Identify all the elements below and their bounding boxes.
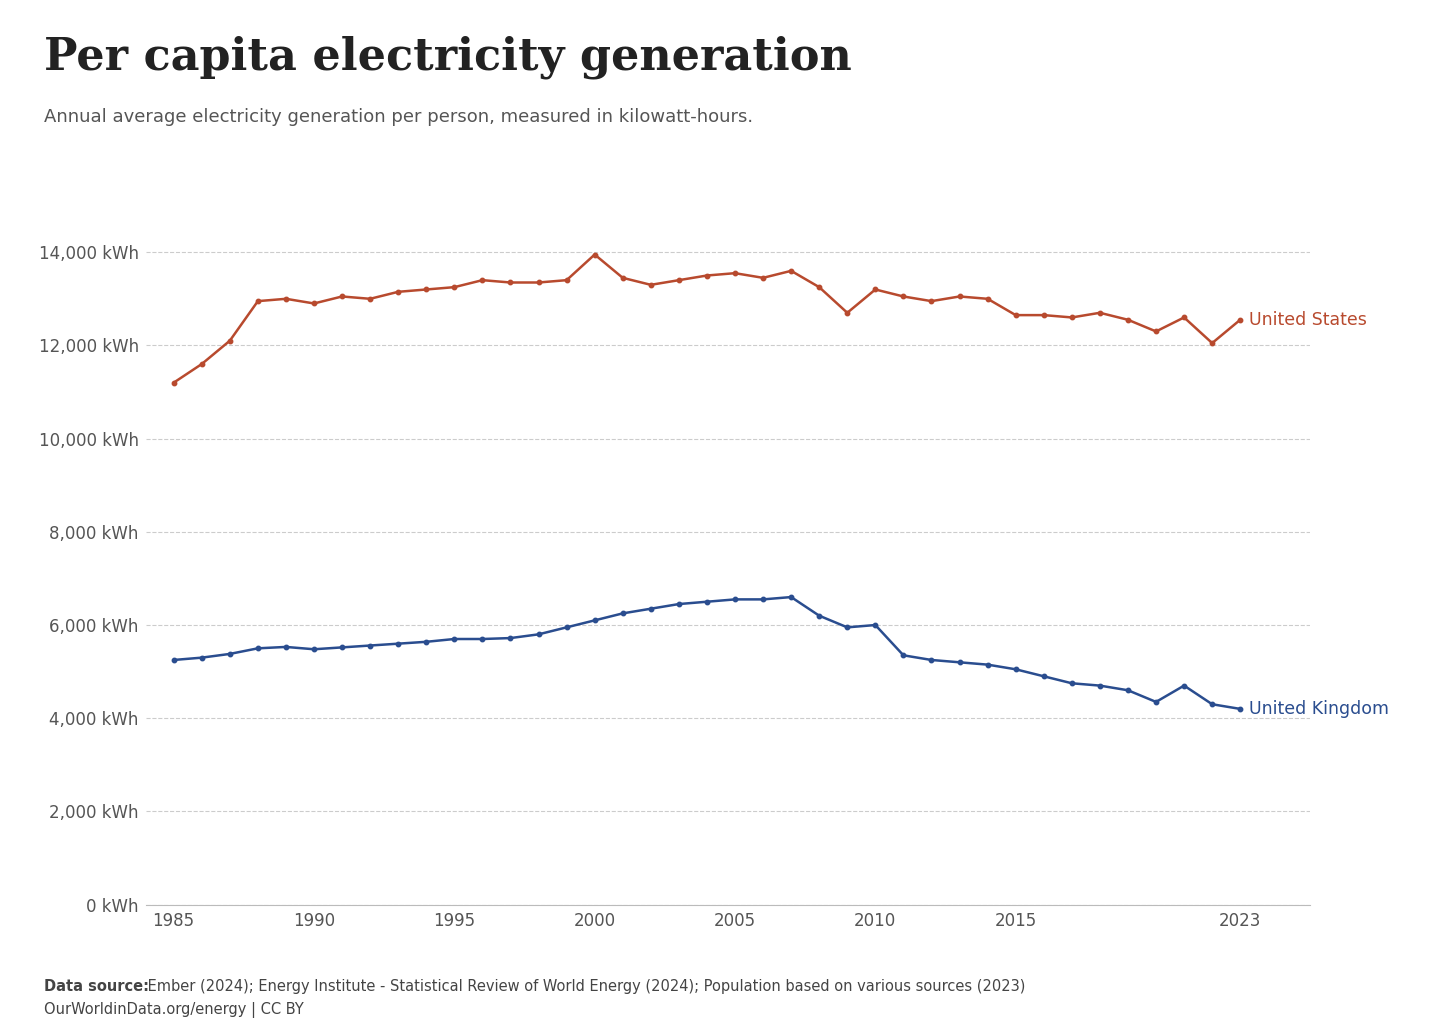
Text: in Data: in Data [1303,65,1364,80]
Text: Our World: Our World [1290,39,1377,54]
Text: Ember (2024); Energy Institute - Statistical Review of World Energy (2024); Popu: Ember (2024); Energy Institute - Statist… [143,979,1025,994]
Text: OurWorldinData.org/energy | CC BY: OurWorldinData.org/energy | CC BY [44,1002,303,1019]
Text: Annual average electricity generation per person, measured in kilowatt-hours.: Annual average electricity generation pe… [44,108,753,126]
Text: United Kingdom: United Kingdom [1249,700,1389,718]
Text: Data source:: Data source: [44,979,149,994]
Text: Per capita electricity generation: Per capita electricity generation [44,36,852,79]
Text: United States: United States [1249,310,1366,329]
